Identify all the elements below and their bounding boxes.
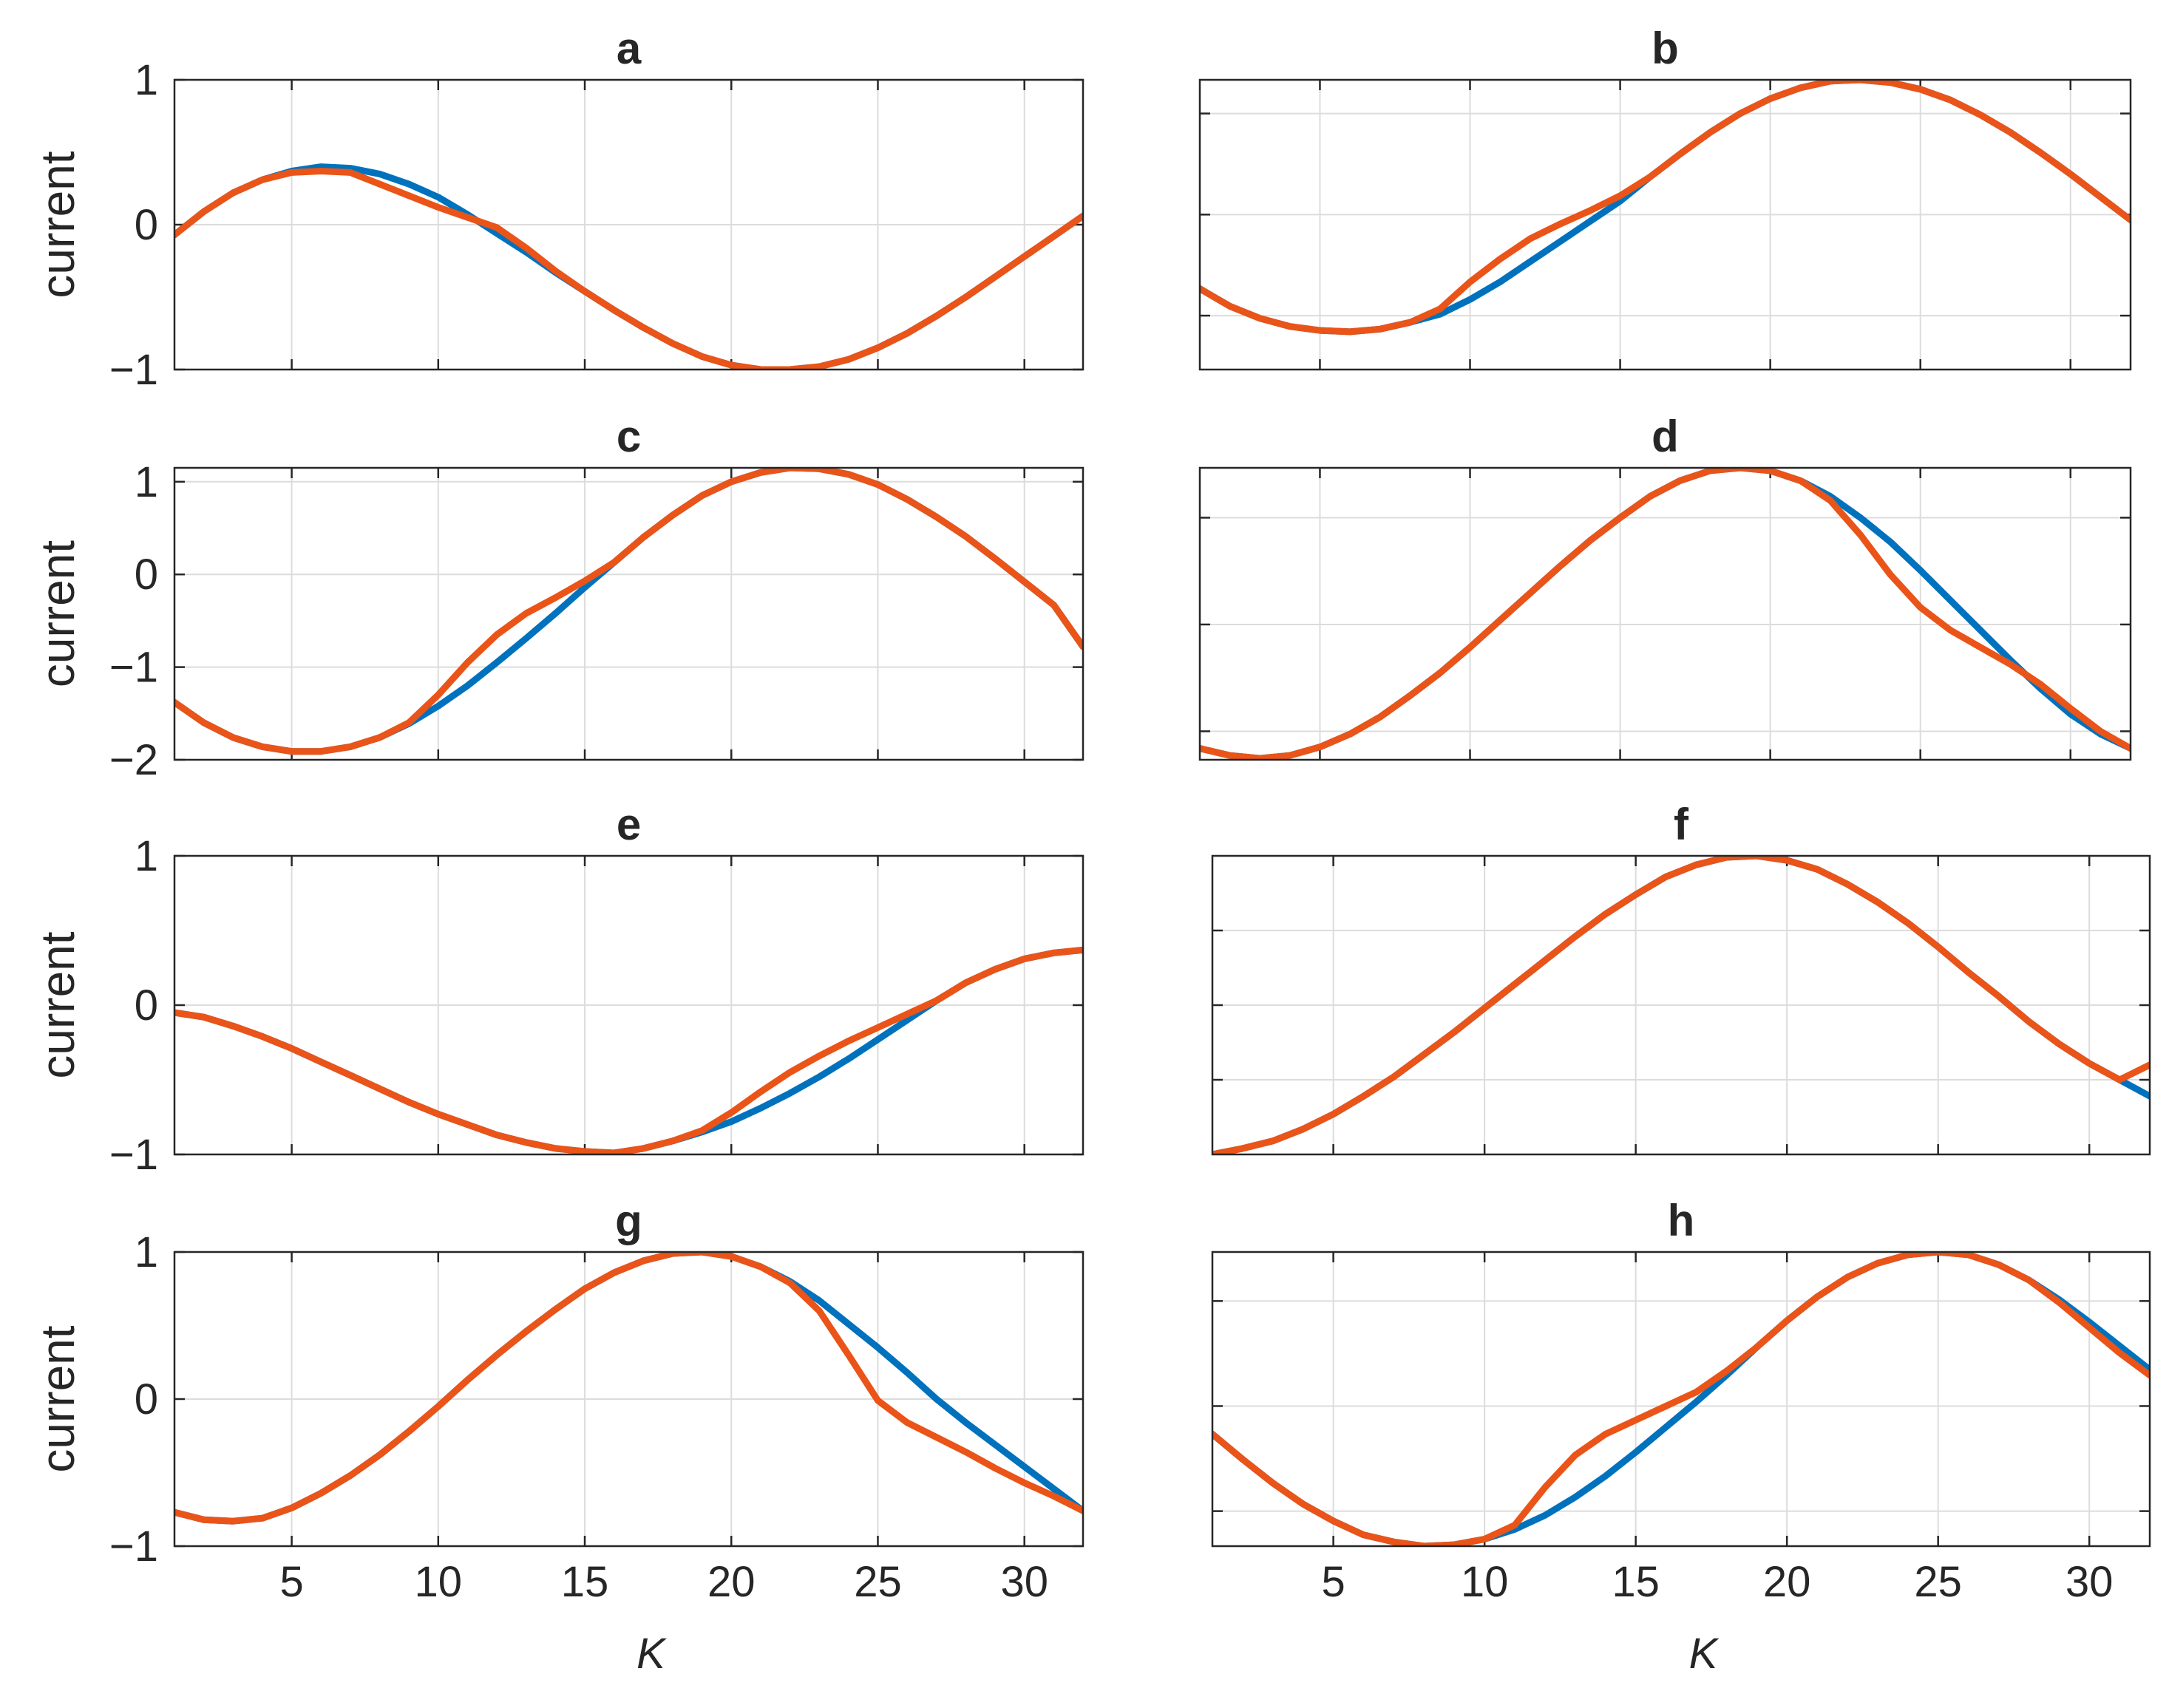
x-tick-label: 25 [1914, 1558, 1962, 1606]
panel-a: a −1 0 1 current [31, 24, 1084, 394]
x-tick-label: 30 [1000, 1558, 1048, 1606]
panel-d: d [1198, 412, 2132, 761]
y-axis-label: current [31, 151, 84, 298]
y-tick-label: 1 [135, 1228, 158, 1276]
y-tick-label: −1 [109, 346, 158, 394]
x-tick-label: 15 [561, 1558, 609, 1606]
series-line-orange [1212, 856, 2150, 1154]
x-tick-label: 5 [1321, 1558, 1345, 1606]
series-line-orange [1200, 80, 2131, 336]
axes-box [1198, 78, 2132, 371]
y-axis-label: current [31, 931, 84, 1078]
x-axis-label: K [637, 1630, 667, 1678]
axes-box [1198, 466, 2132, 761]
axes-box [173, 78, 1084, 371]
axes-box [173, 854, 1084, 1156]
panel-title: b [1652, 24, 1679, 73]
y-tick-label: 0 [135, 201, 158, 249]
axes-box [1211, 854, 2151, 1156]
x-tick-label: 20 [1763, 1558, 1811, 1606]
series-line-orange [174, 1252, 1083, 1525]
series-line-orange [174, 168, 1083, 370]
panel-b: b [1198, 24, 2132, 371]
panel-title: f [1674, 800, 1689, 849]
panel-title: a [617, 24, 642, 73]
panel-title: d [1652, 412, 1679, 461]
y-tick-label: 1 [135, 56, 158, 104]
x-axis-label: K [1689, 1630, 1720, 1678]
series-line-orange [174, 468, 1083, 755]
y-tick-label: 0 [135, 551, 158, 599]
y-tick-label: −2 [109, 736, 158, 784]
y-tick-label: −1 [109, 1522, 158, 1571]
y-tick-label: 0 [135, 981, 158, 1030]
panel-title: c [617, 412, 641, 461]
y-tick-label: 0 [135, 1375, 158, 1423]
panel-h: h 5 10 15 20 25 30 K [1211, 1196, 2151, 1678]
panel-e: e −1 0 1 current [31, 800, 1084, 1179]
y-axis-label: current [31, 540, 84, 687]
axes-box [173, 466, 1084, 761]
x-tick-label: 25 [854, 1558, 902, 1606]
y-tick-label: 1 [135, 458, 158, 506]
x-tick-label: 15 [1612, 1558, 1660, 1606]
y-axis-label: current [31, 1325, 84, 1472]
x-tick-label: 10 [415, 1558, 463, 1606]
series-line-orange [1212, 1252, 2150, 1546]
y-tick-label: −1 [109, 644, 158, 692]
panel-title: h [1668, 1196, 1695, 1245]
x-tick-label: 10 [1461, 1558, 1509, 1606]
y-tick-label: 1 [135, 832, 158, 880]
series-line-orange [1200, 468, 2131, 760]
axes-box [173, 1251, 1084, 1548]
y-tick-label: −1 [109, 1131, 158, 1179]
panel-title: e [617, 800, 641, 849]
series-line-orange [174, 946, 1083, 1154]
axes-box [1211, 1251, 2151, 1548]
x-tick-label: 5 [279, 1558, 303, 1606]
x-tick-label: 30 [2066, 1558, 2114, 1606]
panel-f: f [1211, 800, 2151, 1156]
x-tick-label: 20 [707, 1558, 756, 1606]
panel-title: g [615, 1196, 642, 1245]
panel-c: c −2 −1 0 1 current [31, 412, 1084, 784]
